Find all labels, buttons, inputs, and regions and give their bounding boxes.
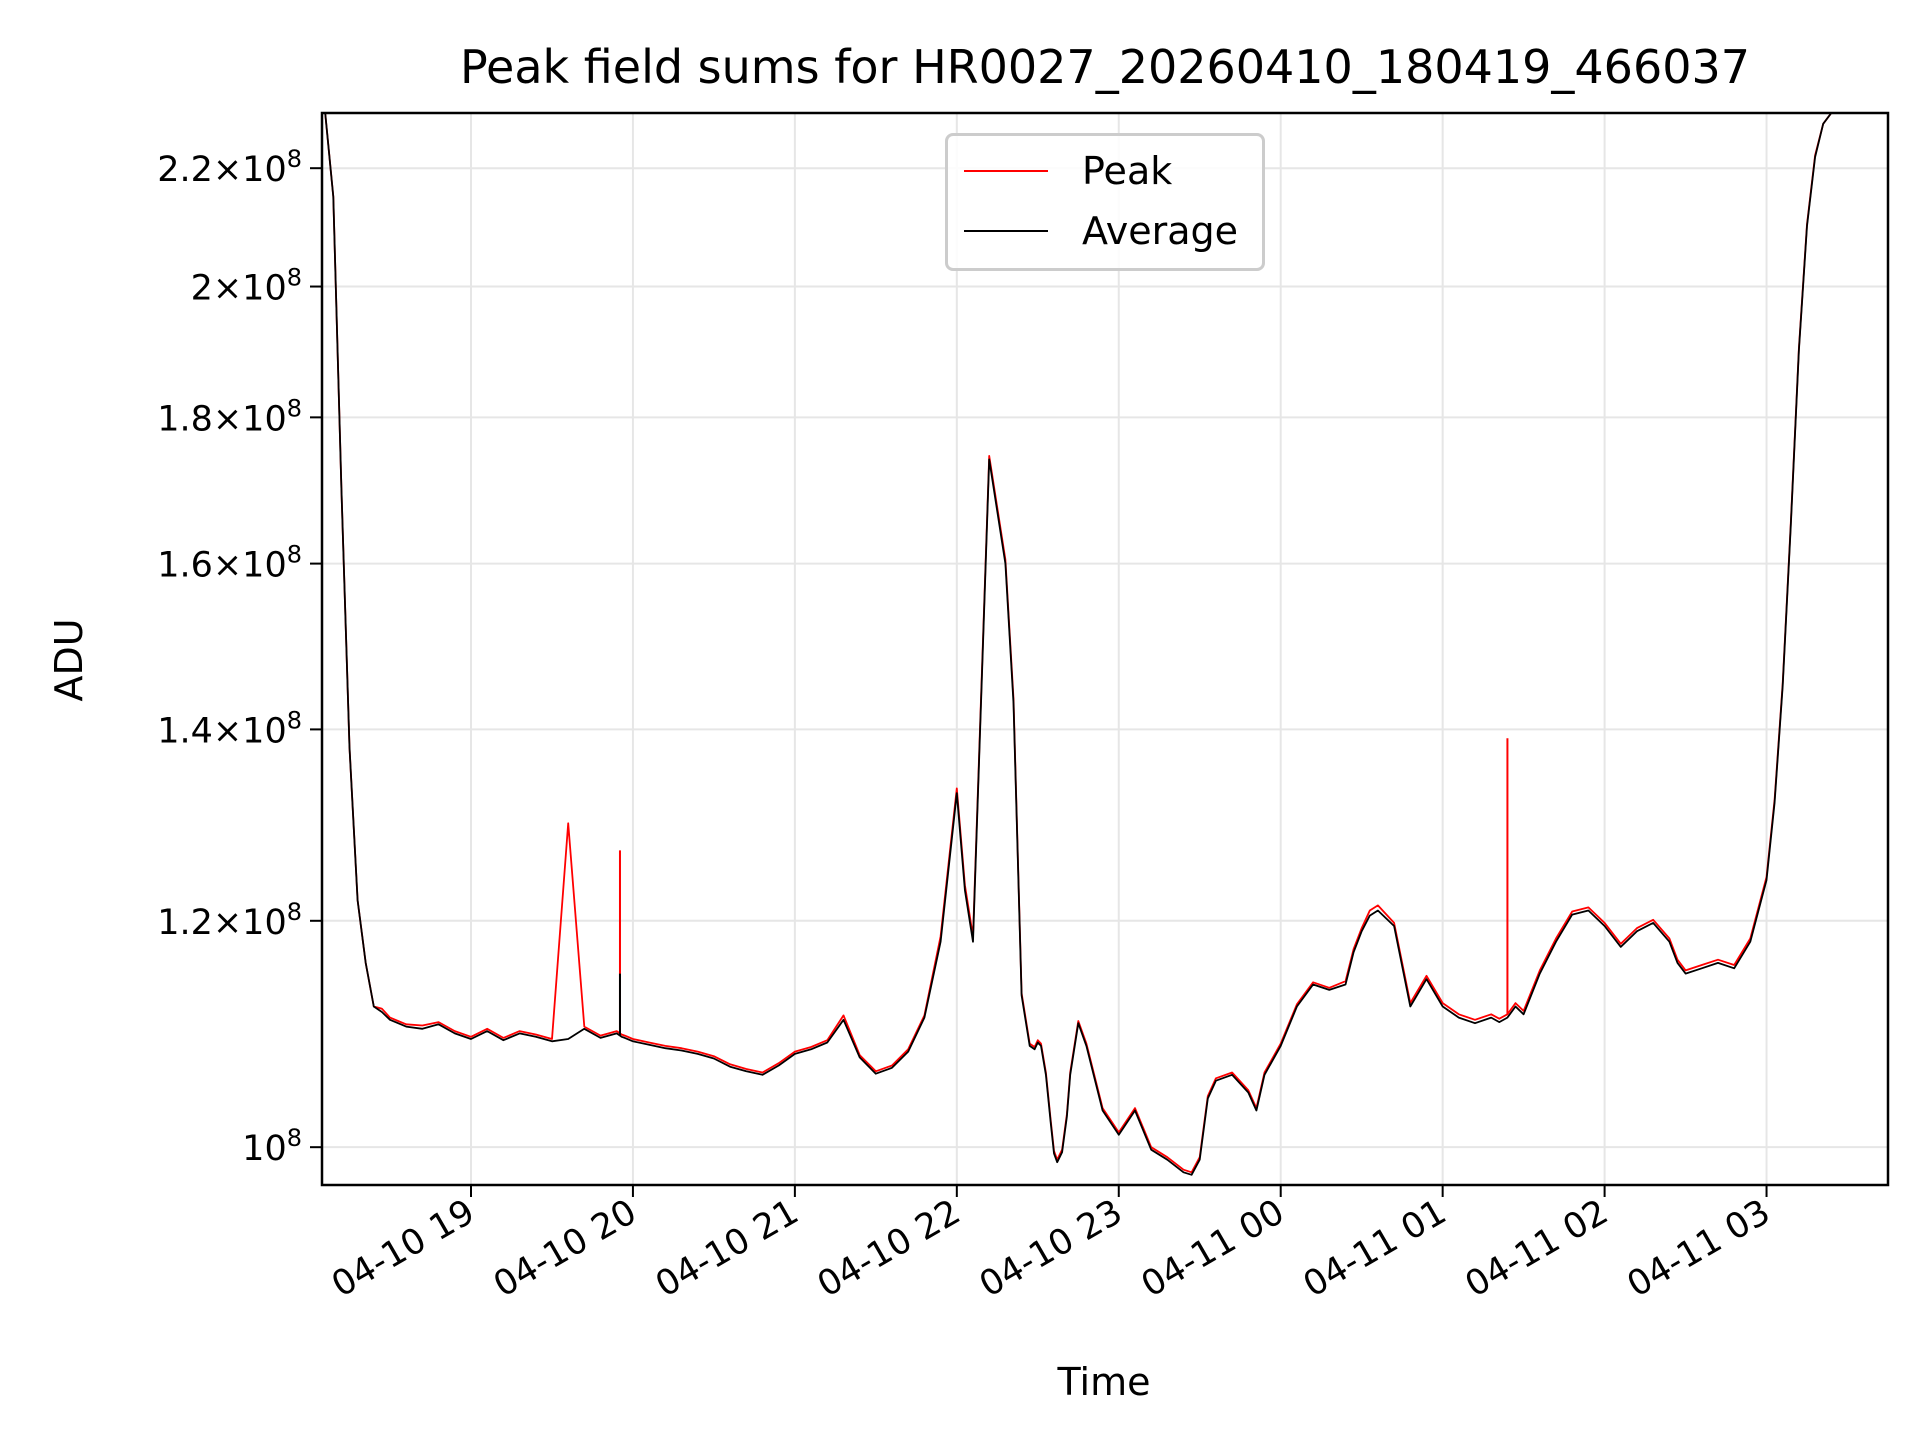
y-tick-label: 1.4×108	[157, 706, 302, 751]
legend: Peak Average	[945, 133, 1265, 271]
legend-swatch-peak	[964, 170, 1048, 172]
y-tick-label: 1.8×108	[157, 394, 302, 439]
x-tick-label: 04-11 01	[1297, 1192, 1453, 1305]
series-line-peak	[322, 113, 1888, 1174]
y-tick-label: 2×108	[191, 264, 302, 309]
plot-frame	[320, 111, 1890, 1187]
y-axis-ticks: 108 1.2×108 1.4×108 1.6×108 1.8×108 2×108 2.2×…	[157, 145, 322, 1169]
y-tick-label: 108	[242, 1124, 302, 1169]
grid-lines	[322, 113, 1888, 1185]
x-tick-label: 04-10 19	[325, 1192, 481, 1305]
x-tick-label: 04-10 21	[649, 1192, 805, 1305]
y-tick-label: 1.6×108	[157, 541, 302, 586]
x-tick-label: 04-10 20	[487, 1192, 643, 1305]
legend-swatch-average	[964, 230, 1048, 232]
x-tick-label: 04-11 03	[1621, 1192, 1777, 1305]
x-axis-ticks: 04-10 19 04-10 20 04-10 21 04-10 22 04-10 23…	[325, 1185, 1777, 1305]
y-axis-label: ADU	[47, 618, 91, 702]
x-tick-label: 04-10 22	[811, 1192, 967, 1305]
series-lines	[322, 113, 1888, 1176]
legend-item-average: Average	[948, 204, 1238, 258]
y-tick-label: 1.2×108	[157, 898, 302, 943]
x-tick-label: 04-11 02	[1459, 1192, 1615, 1305]
x-axis-label: Time	[1057, 1360, 1151, 1404]
legend-label-peak: Peak	[1082, 149, 1173, 193]
legend-item-peak: Peak	[948, 144, 1172, 198]
chart-title: Peak field sums for HR0027_20260410_1804…	[459, 40, 1751, 94]
x-tick-label: 04-10 23	[973, 1192, 1129, 1305]
x-tick-label: 04-11 00	[1135, 1192, 1291, 1305]
series-line-average	[322, 113, 1888, 1176]
legend-label-average: Average	[1082, 209, 1239, 253]
y-tick-label: 2.2×108	[157, 145, 302, 190]
